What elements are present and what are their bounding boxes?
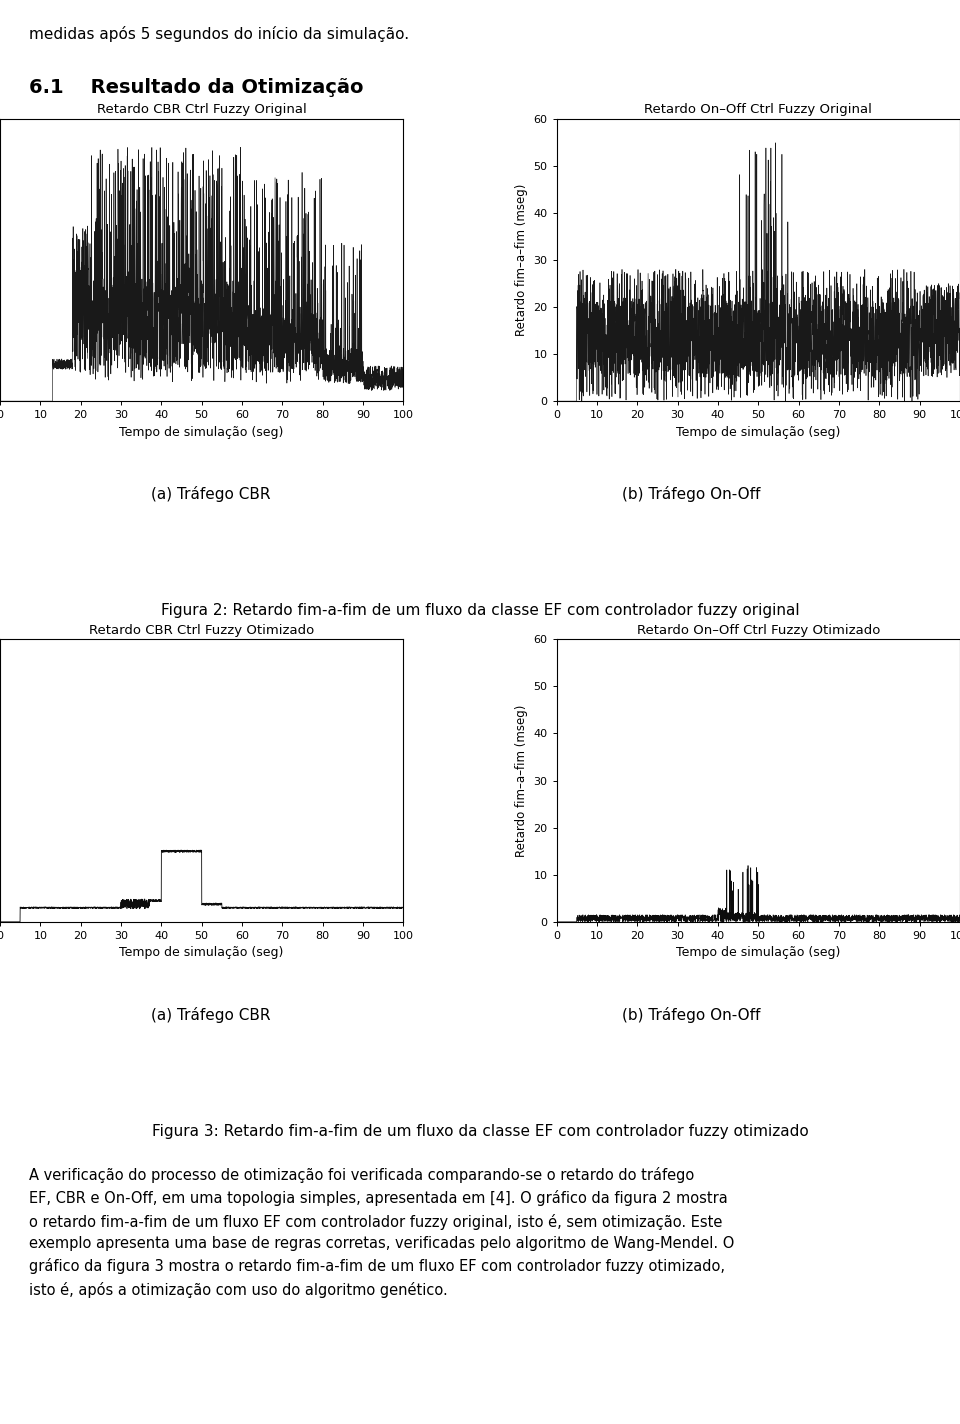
Text: medidas após 5 segundos do início da simulação.: medidas após 5 segundos do início da sim…: [29, 26, 409, 43]
Text: Figura 2: Retardo fim-a-fim de um fluxo da classe EF com controlador fuzzy origi: Figura 2: Retardo fim-a-fim de um fluxo …: [160, 602, 800, 618]
Title: Retardo CBR Ctrl Fuzzy Otimizado: Retardo CBR Ctrl Fuzzy Otimizado: [89, 624, 314, 637]
Text: A verificação do processo de otimização foi verificada comparando-se o retardo d: A verificação do processo de otimização …: [29, 1168, 734, 1297]
Text: (b) Tráfego On-Off: (b) Tráfego On-Off: [622, 486, 760, 503]
Y-axis label: Retardo fim–a–fim (mseg): Retardo fim–a–fim (mseg): [515, 705, 528, 857]
Text: Figura 3: Retardo fim-a-fim de um fluxo da classe EF com controlador fuzzy otimi: Figura 3: Retardo fim-a-fim de um fluxo …: [152, 1124, 808, 1139]
Text: (a) Tráfego CBR: (a) Tráfego CBR: [152, 1007, 271, 1022]
X-axis label: Tempo de simulação (seg): Tempo de simulação (seg): [119, 947, 284, 960]
X-axis label: Tempo de simulação (seg): Tempo de simulação (seg): [119, 426, 284, 439]
Title: Retardo On–Off Ctrl Fuzzy Otimizado: Retardo On–Off Ctrl Fuzzy Otimizado: [636, 624, 880, 637]
Title: Retardo CBR Ctrl Fuzzy Original: Retardo CBR Ctrl Fuzzy Original: [97, 103, 306, 115]
X-axis label: Tempo de simulação (seg): Tempo de simulação (seg): [676, 947, 841, 960]
Text: (a) Tráfego CBR: (a) Tráfego CBR: [152, 486, 271, 503]
Y-axis label: Retardo fim–a–fim (mseg): Retardo fim–a–fim (mseg): [515, 184, 528, 336]
Text: (b) Tráfego On-Off: (b) Tráfego On-Off: [622, 1007, 760, 1022]
X-axis label: Tempo de simulação (seg): Tempo de simulação (seg): [676, 426, 841, 439]
Text: 6.1    Resultado da Otimização: 6.1 Resultado da Otimização: [29, 78, 363, 97]
Title: Retardo On–Off Ctrl Fuzzy Original: Retardo On–Off Ctrl Fuzzy Original: [644, 103, 873, 115]
